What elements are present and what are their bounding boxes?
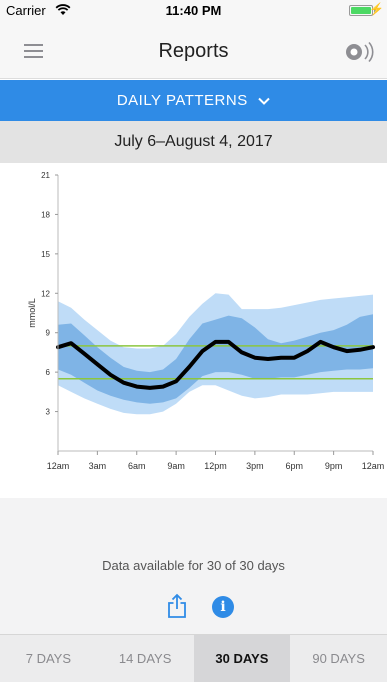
tab-30-days[interactable]: 30 DAYS bbox=[193, 635, 291, 682]
battery-nub bbox=[374, 8, 376, 13]
hamburger-menu-icon[interactable] bbox=[24, 44, 43, 58]
y-tick-label: 9 bbox=[46, 329, 51, 338]
x-tick-label: 12am bbox=[47, 461, 70, 471]
x-tick-label: 9pm bbox=[325, 461, 343, 471]
status-time: 11:40 PM bbox=[165, 3, 222, 18]
inner-percentile-band bbox=[58, 314, 373, 404]
tab-7-days[interactable]: 7 DAYS bbox=[25, 651, 72, 666]
wifi-icon bbox=[55, 4, 71, 15]
status-bar: Carrier 11:40 PM ⚡ bbox=[0, 0, 387, 22]
x-tick-label: 12am bbox=[362, 461, 385, 471]
sensor-icon[interactable] bbox=[344, 41, 374, 63]
y-tick-label: 21 bbox=[41, 171, 50, 180]
x-tick-label: 6pm bbox=[285, 461, 303, 471]
glucose-chart-svg: 21 18 15 12 9 6 3 12am 3am 6am 9am 12pm 3pm 6pm 9pm 12a… bbox=[27, 171, 385, 471]
chevron-down-icon bbox=[258, 80, 270, 121]
y-tick-label: 12 bbox=[41, 289, 50, 298]
share-icon[interactable] bbox=[167, 593, 187, 619]
info-icon[interactable]: i bbox=[212, 596, 234, 618]
median-line bbox=[56, 339, 375, 390]
date-range: July 6–August 4, 2017 bbox=[0, 121, 387, 163]
data-availability-text: Data available for 30 of 30 days bbox=[102, 558, 285, 573]
y-tick-label: 3 bbox=[46, 408, 51, 417]
range-tab-bar: 7 DAYS 14 DAYS 30 DAYS 90 DAYS bbox=[0, 634, 387, 682]
report-footer: Data available for 30 of 30 days i bbox=[0, 498, 387, 634]
x-tick-label: 3am bbox=[89, 461, 107, 471]
x-tick-label: 9am bbox=[167, 461, 185, 471]
report-type-label: DAILY PATTERNS bbox=[116, 92, 248, 109]
x-tick-label: 6am bbox=[128, 461, 146, 471]
x-tick-label: 3pm bbox=[246, 461, 264, 471]
daily-patterns-chart: 21 18 15 12 9 6 3 12am 3am 6am 9am 12pm 3pm 6pm 9pm 12a… bbox=[0, 163, 387, 498]
carrier-label: Carrier bbox=[6, 3, 46, 18]
charging-icon: ⚡ bbox=[369, 2, 384, 16]
tab-90-days[interactable]: 90 DAYS bbox=[312, 651, 365, 666]
y-tick-label: 6 bbox=[46, 368, 51, 377]
report-type-selector[interactable]: DAILY PATTERNS bbox=[0, 80, 387, 121]
y-tick-label: 15 bbox=[41, 250, 50, 259]
page-title: Reports bbox=[158, 40, 229, 62]
navigation-bar: Reports bbox=[0, 22, 387, 79]
battery-icon bbox=[349, 5, 373, 16]
x-tick-label: 12pm bbox=[204, 461, 227, 471]
y-tick-label: 18 bbox=[41, 210, 50, 219]
y-axis-label: mmol/L bbox=[27, 298, 37, 328]
tab-14-days[interactable]: 14 DAYS bbox=[118, 651, 172, 666]
